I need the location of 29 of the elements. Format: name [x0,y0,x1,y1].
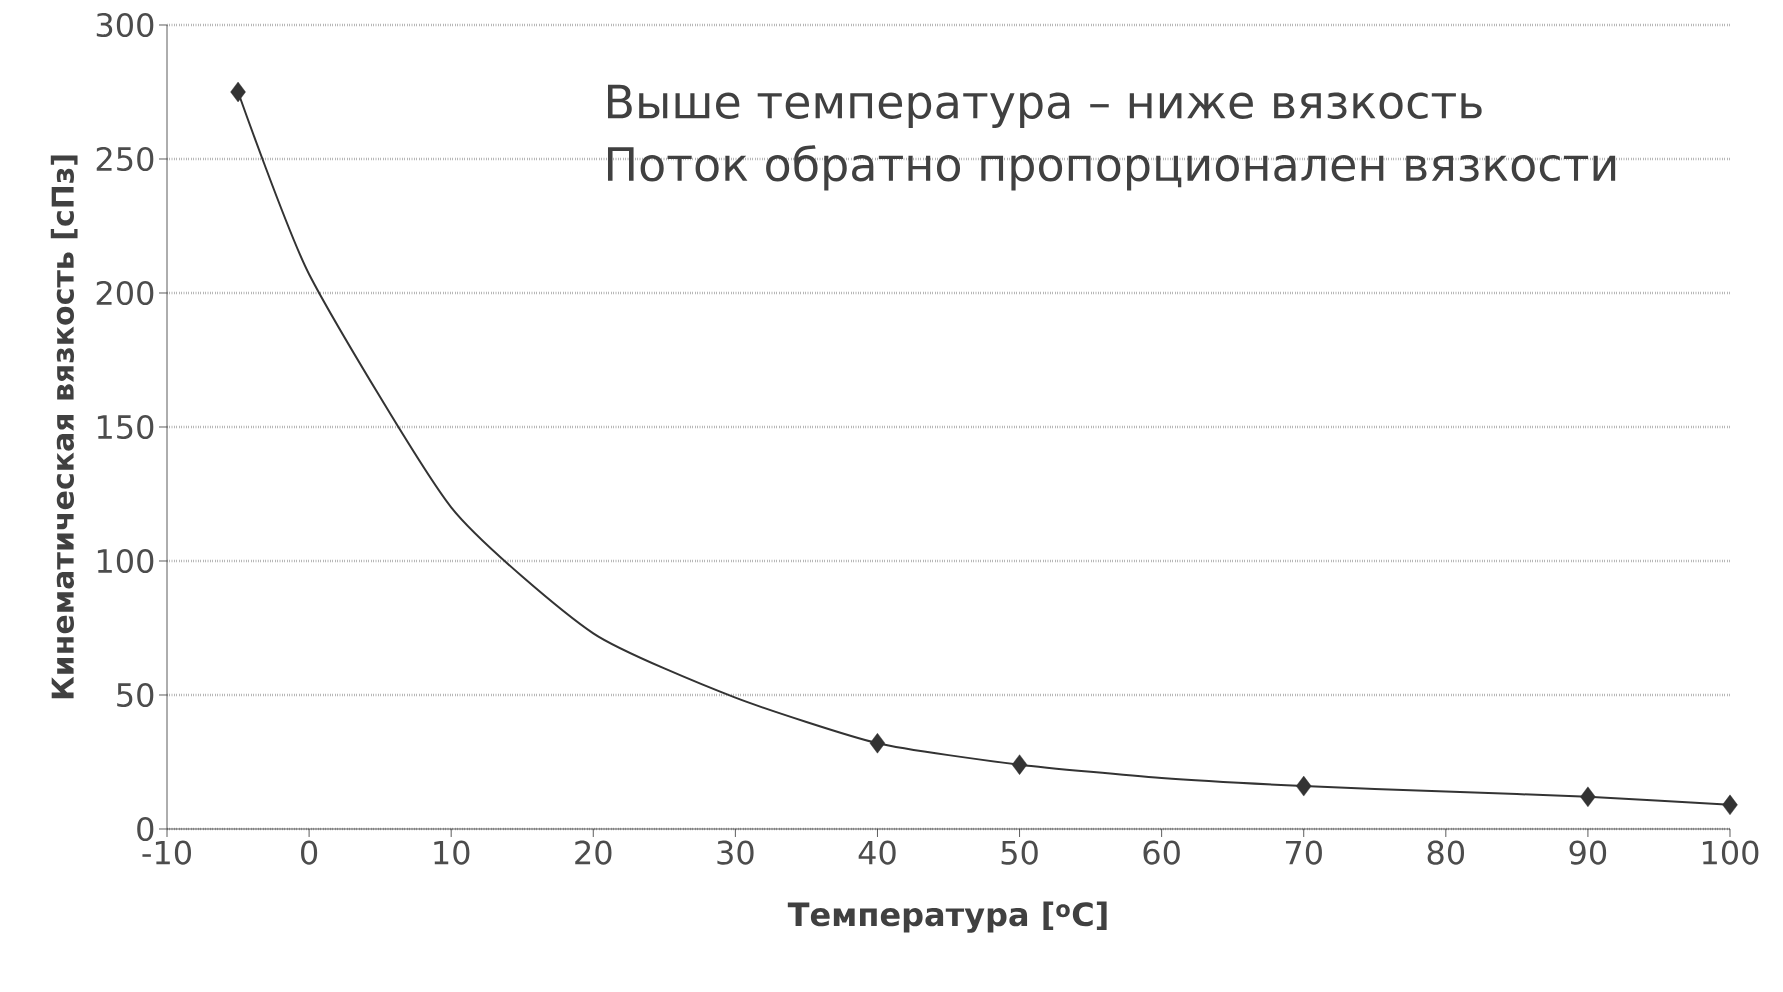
x-tick-label: 80 [1427,840,1465,865]
y-tick-label: 150 [97,414,154,440]
x-tick-label: 30 [717,840,754,865]
x-tick-label: 60 [1143,840,1180,865]
annotation: Поток обратно пропорционален вязкости [607,145,1616,191]
y-tick-label: 50 [117,682,154,708]
x-tick-label: -10 [142,840,191,865]
x-tick-label: 90 [1569,840,1607,865]
point [1580,786,1596,808]
x-tick-label: 100 [1702,840,1759,865]
y-tick-label: 200 [96,280,154,306]
point [1011,754,1028,775]
y-tick-label: 0 [137,816,154,842]
x-tick-label: 40 [858,840,896,865]
x-tick-label: 50 [1001,840,1038,865]
point [1722,794,1738,816]
point [869,733,886,754]
point [230,81,246,103]
x-tick-label: 0 [301,840,318,865]
point [1296,775,1312,797]
x-tick-label: 10 [434,840,470,865]
x-tick-label: 20 [575,840,612,865]
y-axis-title: Кинематическая вязкость [сПз] [50,155,78,699]
x-axis-title: Температура [$^{o}$C] [787,901,1107,933]
y-tick-label: 250 [96,146,154,172]
y-tick-label: 100 [97,548,154,574]
annotation: Выше температура – ниже вязкость [607,84,1482,128]
y-tick-label: 300 [96,12,154,38]
x-tick-label: 70 [1285,840,1322,865]
